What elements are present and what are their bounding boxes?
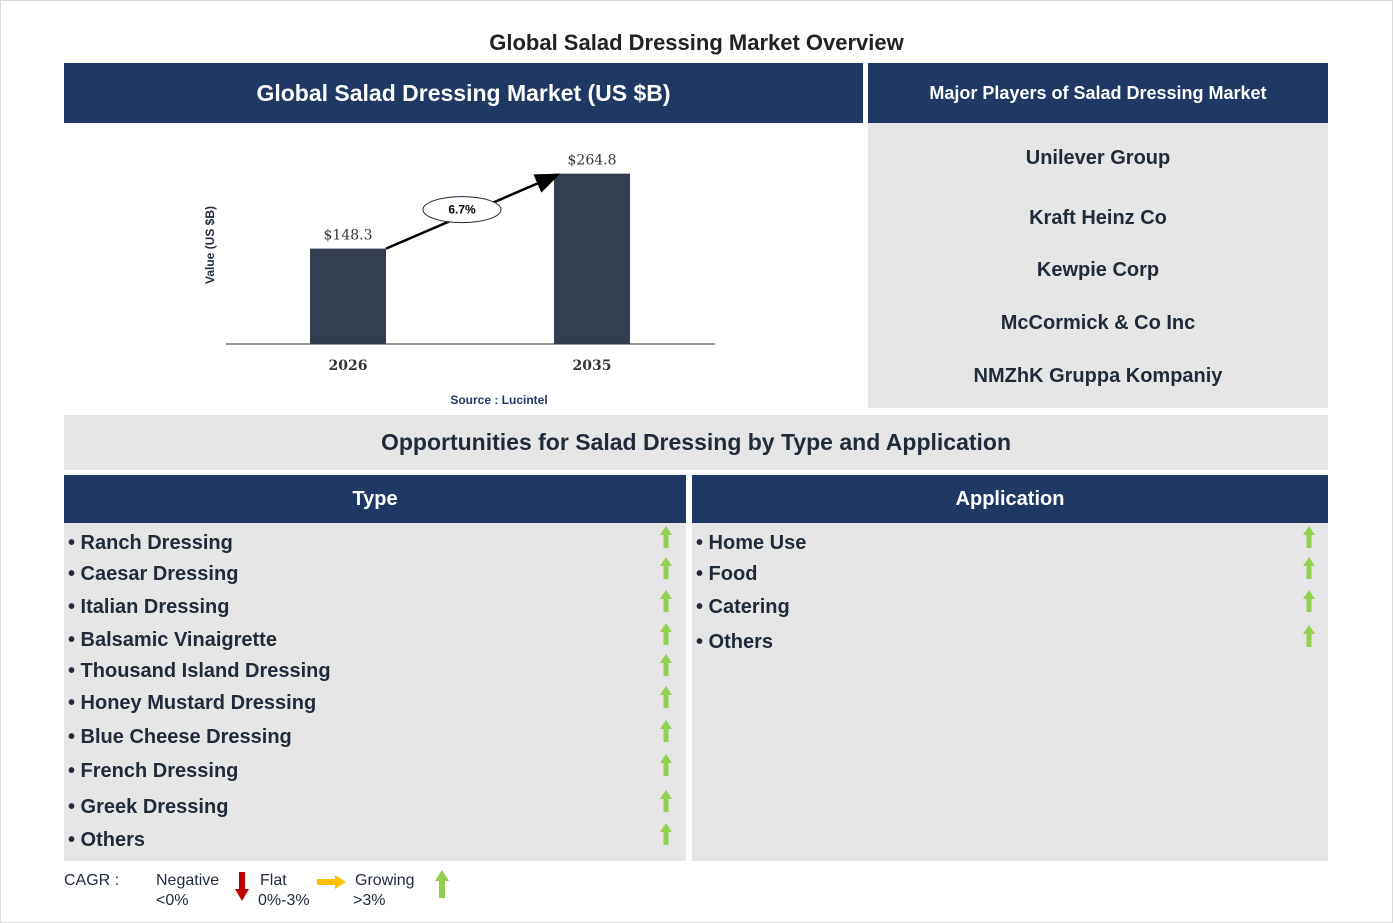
type-item-label: • Balsamic Vinaigrette [68, 628, 277, 651]
player-name: Unilever Group [1025, 147, 1171, 169]
growing-arrow-icon [660, 754, 672, 776]
type-item-label: • Others [68, 828, 146, 851]
legend-flat-range: 0%-3% [258, 892, 310, 909]
type-item: • Honey Mustard Dressing [64, 686, 686, 716]
application-header: Application [692, 475, 1328, 523]
growing-arrow-icon [660, 720, 672, 742]
opportunities-title: Opportunities for Salad Dressing by Type… [64, 415, 1328, 470]
x-tick-label: 2026 [329, 358, 368, 374]
application-item-label: • Home Use [696, 531, 807, 554]
type-item-label: • Honey Mustard Dressing [68, 691, 317, 714]
type-header: Type [64, 475, 686, 523]
bar-2035 [554, 173, 630, 344]
application-item-label: • Food [696, 562, 758, 585]
growing-arrow-icon [660, 823, 672, 845]
type-item-label: • French Dressing [68, 759, 239, 782]
type-item: • Italian Dressing [64, 590, 686, 620]
application-item: • Others [692, 625, 1328, 655]
growing-arrow-icon [435, 870, 449, 898]
player-name: Kraft Heinz Co [1029, 207, 1167, 229]
type-item-label: • Blue Cheese Dressing [68, 725, 292, 748]
flat-arrow-icon [317, 875, 346, 889]
market-chart-svg: $148.3 2026 $264.8 2035 Value (US $B) 6.7% Sou… [203, 153, 715, 407]
chart-source: Source : Lucintel [450, 393, 547, 407]
type-item-label: • Caesar Dressing [68, 562, 239, 585]
type-item: • Balsamic Vinaigrette [64, 623, 686, 653]
application-item: • Home Use [692, 526, 1328, 556]
growing-arrow-icon [1303, 526, 1315, 548]
cagr-badge [422, 196, 502, 224]
application-item-label: • Others [696, 630, 774, 653]
growing-arrow-icon [660, 790, 672, 812]
application-panel: • Home Use • Food • Catering • Others [692, 523, 1328, 861]
type-item: • French Dressing [64, 754, 686, 784]
type-item-label: • Greek Dressing [68, 795, 229, 818]
players-panel: Unilever Group Kraft Heinz Co Kewpie Cor… [868, 123, 1328, 408]
type-item: • Thousand Island Dressing [64, 654, 686, 684]
legend-cagr-label: CAGR : [64, 872, 120, 889]
legend-negative-label: Negative [156, 872, 220, 889]
growing-arrow-icon [660, 686, 672, 708]
application-item: • Catering [692, 590, 1328, 620]
growing-arrow-icon [660, 654, 672, 676]
application-item: • Food [692, 557, 1328, 587]
market-chart: $148.3 2026 $264.8 2035 Value (US $B) 6.7% Sou… [64, 123, 863, 410]
x-tick-label: 2035 [573, 358, 612, 374]
player-name: McCormick & Co Inc [1000, 312, 1196, 334]
players-header: Major Players of Salad Dressing Market [868, 63, 1328, 123]
player-name: NMZhK Gruppa Kompaniy [973, 365, 1223, 387]
type-item: • Ranch Dressing [64, 526, 686, 556]
growing-arrow-icon [660, 526, 672, 548]
legend-growing-range: >3% [353, 892, 386, 909]
growing-arrow-icon [1303, 590, 1315, 612]
type-item: • Blue Cheese Dressing [64, 720, 686, 750]
page-title: Global Salad Dressing Market Overview [489, 30, 904, 55]
growing-arrow-icon [660, 623, 672, 645]
legend-negative-range: <0% [156, 892, 189, 909]
market-header: Global Salad Dressing Market (US $B) [64, 63, 863, 123]
cagr-value: 6.7% [448, 203, 476, 217]
bar-value-label: $148.3 [324, 228, 373, 244]
growing-arrow-icon [660, 590, 672, 612]
type-item-label: • Italian Dressing [68, 595, 230, 618]
y-axis-label: Value (US $B) [203, 206, 217, 284]
legend-growing-label: Growing [355, 872, 415, 889]
negative-arrow-icon [235, 872, 249, 901]
type-item-label: • Thousand Island Dressing [68, 659, 331, 682]
legend-flat-label: Flat [260, 872, 287, 889]
player-name: Kewpie Corp [1036, 259, 1160, 281]
bar-2026 [310, 248, 386, 344]
type-item: • Others [64, 823, 686, 853]
cagr-legend: CAGR : Negative <0% Flat 0%-3% Growing >… [64, 866, 484, 916]
bar-value-label: $264.8 [568, 153, 617, 169]
type-item: • Greek Dressing [64, 790, 686, 820]
growing-arrow-icon [1303, 557, 1315, 579]
growing-arrow-icon [660, 557, 672, 579]
growing-arrow-icon [1303, 625, 1315, 647]
type-item-label: • Ranch Dressing [68, 531, 233, 554]
application-item-label: • Catering [696, 595, 790, 618]
type-panel: • Ranch Dressing • Caesar Dressing • Itali… [64, 523, 686, 861]
type-item: • Caesar Dressing [64, 557, 686, 587]
